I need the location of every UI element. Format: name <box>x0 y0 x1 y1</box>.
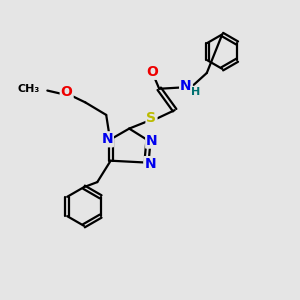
Text: S: S <box>146 111 157 125</box>
Text: N: N <box>101 132 113 146</box>
Text: N: N <box>146 134 158 148</box>
Text: H: H <box>191 87 200 97</box>
Text: O: O <box>147 65 159 79</box>
Text: N: N <box>180 79 192 93</box>
Text: N: N <box>144 157 156 171</box>
Text: O: O <box>61 85 73 99</box>
Text: CH₃: CH₃ <box>18 84 40 94</box>
